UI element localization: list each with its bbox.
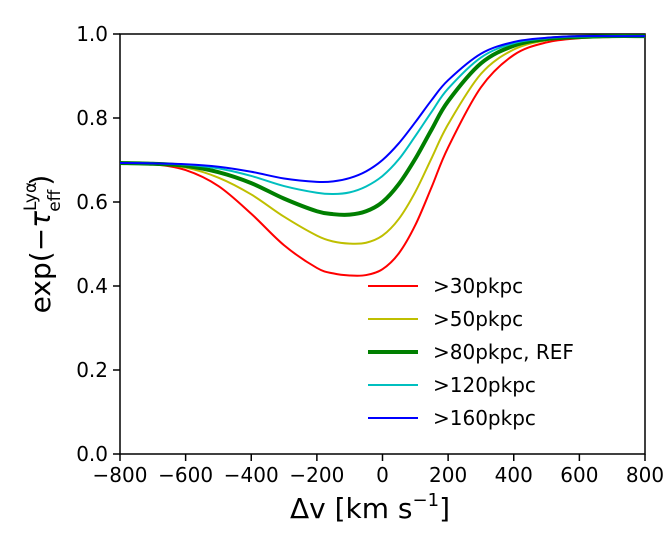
- x-tick-label: −600: [158, 463, 213, 487]
- series-line-1: [119, 35, 646, 245]
- x-tick-label: −200: [289, 463, 344, 487]
- x-tick-label: −800: [93, 463, 148, 487]
- legend-label-4: >160pkpc: [433, 406, 536, 430]
- x-tick-label: 400: [495, 463, 533, 487]
- y-tick-label: 0.6: [76, 190, 108, 214]
- series-line-2: [119, 34, 646, 217]
- series-line-4: [119, 34, 645, 184]
- y-tick-label: 0.0: [76, 442, 108, 466]
- series-lines: [119, 34, 646, 277]
- plot-frame: [119, 33, 646, 455]
- legend-label-1: >50pkpc: [433, 307, 523, 331]
- x-tick-label: 0: [376, 463, 389, 487]
- x-tick-label: −400: [224, 463, 279, 487]
- y-tick-label: 0.8: [76, 106, 108, 130]
- y-tick-label: 0.2: [76, 358, 108, 382]
- legend-label-2: >80pkpc, REF: [433, 340, 574, 364]
- x-tick-label: 600: [560, 463, 598, 487]
- series-line-0: [119, 35, 646, 277]
- legend-label-0: >30pkpc: [433, 274, 523, 298]
- legend: >30pkpc >50pkpc >80pkpc, REF >120pkpc >160pk…: [368, 274, 574, 430]
- x-axis-label: Δv [km s−1]: [290, 490, 450, 525]
- x-tick-label: 200: [429, 463, 467, 487]
- axis-ticks: −800 −600 −400 −200 0 200 400 600 800 0.0 0.2 0.4 0.…: [76, 22, 664, 487]
- legend-label-3: >120pkpc: [433, 373, 536, 397]
- y-tick-label: 0.4: [76, 274, 108, 298]
- y-axis-label: exp(−τLyα eff): [21, 175, 65, 314]
- y-tick-label: 1.0: [76, 22, 108, 46]
- x-tick-label: 800: [626, 463, 664, 487]
